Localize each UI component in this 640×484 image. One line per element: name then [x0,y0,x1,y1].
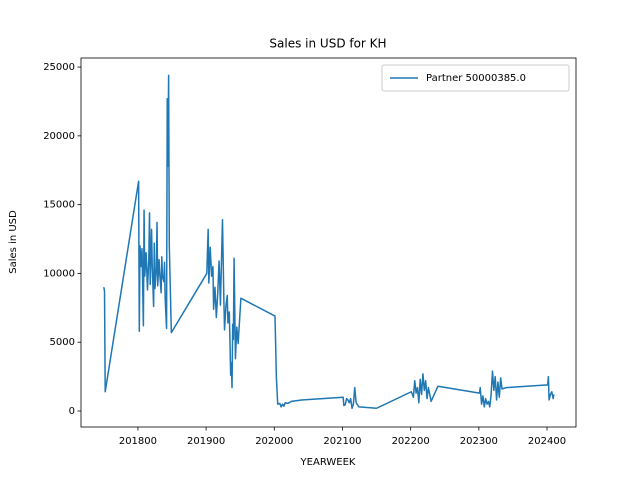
line-series [103,74,555,409]
x-tick-label: 201900 [187,436,225,447]
x-tick-label: 202000 [255,436,293,447]
legend-label: Partner 50000385.0 [426,73,526,84]
x-tick-label: 202400 [528,436,566,447]
y-tick-label: 15000 [43,200,75,211]
y-tick-label: 10000 [43,268,75,279]
x-axis-label: YEARWEEK [300,457,356,468]
y-tick-label: 20000 [43,131,75,142]
chart-title: Sales in USD for KH [269,37,386,51]
x-tick-label: 202100 [323,436,361,447]
x-tick-label: 202300 [460,436,498,447]
y-tick-label: 25000 [43,62,75,73]
plot-frame [80,57,577,428]
y-axis-label: Sales in USD [8,210,19,274]
legend-box [381,64,570,92]
y-tick-label: 0 [69,406,75,417]
y-tick-label: 5000 [50,337,75,348]
x-tick-label: 201800 [119,436,157,447]
x-tick-label: 202200 [392,436,430,447]
